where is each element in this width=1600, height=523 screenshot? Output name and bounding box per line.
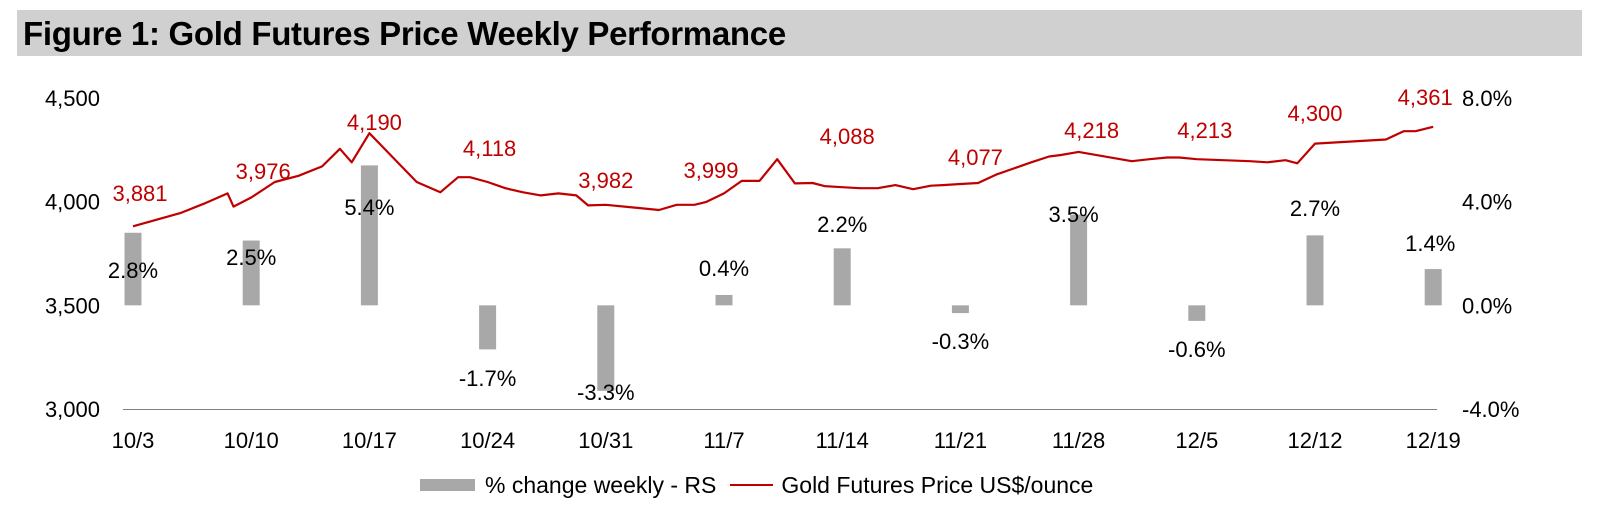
bar-data-label: 2.2% bbox=[817, 212, 867, 237]
bar-weekly-change bbox=[360, 165, 378, 306]
price-data-label: 3,881 bbox=[112, 181, 167, 206]
bar-weekly-change bbox=[1070, 214, 1088, 306]
bar-weekly-change bbox=[715, 294, 733, 306]
bar-data-label: 3.5% bbox=[1049, 202, 1099, 227]
figure-title-bar: Figure 1: Gold Futures Price Weekly Perf… bbox=[17, 10, 1582, 56]
bar-data-label: 0.4% bbox=[699, 256, 749, 281]
y-left-tick-label: 3,500 bbox=[45, 293, 100, 318]
bar-data-label: 2.8% bbox=[108, 258, 158, 283]
y-left-tick-label: 4,000 bbox=[45, 190, 100, 215]
price-data-label: 4,118 bbox=[463, 136, 516, 161]
y-left-tick-label: 4,500 bbox=[45, 86, 100, 111]
x-tick-label: 10/3 bbox=[112, 428, 155, 453]
x-tick-label: 11/28 bbox=[1052, 428, 1105, 453]
bar-weekly-change bbox=[479, 305, 497, 350]
price-data-label: 3,976 bbox=[236, 159, 291, 184]
bar-data-label: -0.6% bbox=[1168, 337, 1225, 362]
chart-legend: % change weekly - RS Gold Futures Price … bbox=[420, 470, 1093, 500]
bar-data-label: 1.4% bbox=[1405, 231, 1455, 256]
y-right-tick-label: -4.0% bbox=[1462, 397, 1519, 422]
y-right-tick-label: 0.0% bbox=[1462, 293, 1512, 318]
price-data-label: 4,213 bbox=[1177, 118, 1232, 143]
price-data-label: 3,982 bbox=[578, 168, 633, 193]
price-data-label: 4,077 bbox=[948, 145, 1003, 170]
price-data-label: 4,300 bbox=[1287, 101, 1342, 126]
price-data-label: 4,088 bbox=[820, 124, 875, 149]
legend-line-label: Gold Futures Price US$/ounce bbox=[781, 471, 1094, 498]
y-left-tick-label: 3,000 bbox=[45, 397, 100, 422]
bar-data-label: 2.7% bbox=[1290, 196, 1340, 221]
figure-title: Figure 1: Gold Futures Price Weekly Perf… bbox=[23, 15, 786, 52]
legend-line-swatch bbox=[730, 484, 774, 486]
price-data-label: 4,361 bbox=[1398, 85, 1453, 110]
bar-weekly-change bbox=[124, 232, 142, 306]
x-tick-label: 10/24 bbox=[460, 428, 515, 453]
bar-weekly-change bbox=[951, 305, 969, 314]
x-tick-label: 11/14 bbox=[815, 428, 868, 453]
x-tick-label: 10/10 bbox=[224, 428, 279, 453]
bar-weekly-change bbox=[597, 305, 615, 391]
x-tick-label: 11/21 bbox=[934, 428, 987, 453]
x-tick-label: 10/17 bbox=[342, 428, 397, 453]
bar-data-label: 2.5% bbox=[226, 245, 276, 270]
bar-weekly-change bbox=[1188, 305, 1206, 321]
bar-weekly-change bbox=[1424, 269, 1442, 306]
price-data-label: 3,999 bbox=[683, 158, 738, 183]
bar-weekly-change bbox=[833, 248, 851, 306]
legend-bar-label: % change weekly - RS bbox=[485, 471, 717, 498]
legend-bar-swatch bbox=[420, 479, 475, 491]
x-tick-label: 12/19 bbox=[1406, 428, 1461, 453]
x-tick-label: 10/31 bbox=[578, 428, 633, 453]
bar-data-label: 5.4% bbox=[344, 195, 394, 220]
y-right-tick-label: 4.0% bbox=[1462, 190, 1512, 215]
gold-price-line bbox=[132, 125, 1434, 228]
x-tick-label: 12/5 bbox=[1175, 428, 1218, 453]
bar-weekly-change bbox=[1306, 235, 1324, 306]
x-tick-label: 12/12 bbox=[1287, 428, 1342, 453]
y-right-tick-label: 8.0% bbox=[1462, 86, 1512, 111]
bar-data-label: -1.7% bbox=[459, 366, 516, 391]
bar-weekly-change bbox=[242, 240, 260, 306]
price-data-label: 4,190 bbox=[347, 110, 402, 135]
price-data-label: 4,218 bbox=[1064, 118, 1119, 143]
bar-data-label: -3.3% bbox=[577, 380, 634, 405]
bar-data-label: -0.3% bbox=[932, 329, 989, 354]
x-tick-label: 11/7 bbox=[703, 428, 744, 453]
